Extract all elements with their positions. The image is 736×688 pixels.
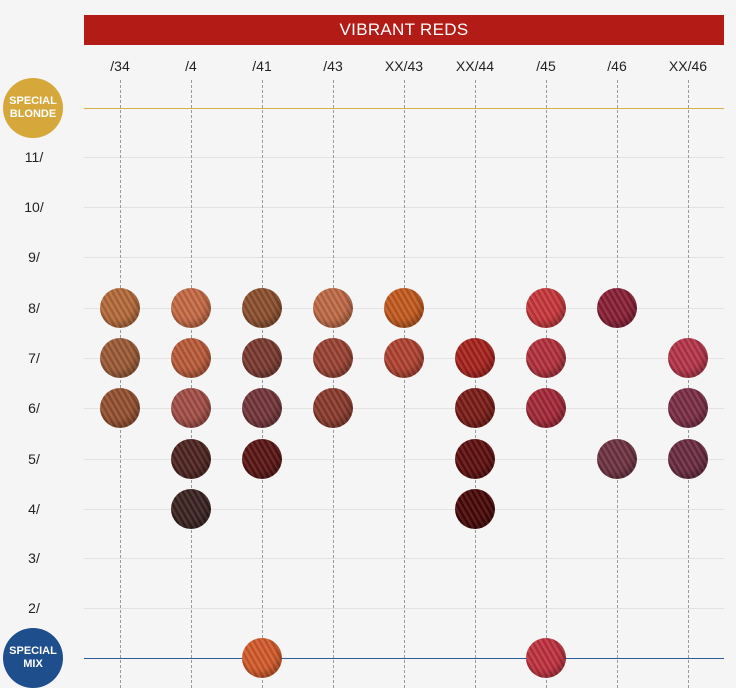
hair-color-swatch[interactable] <box>526 638 566 678</box>
column-gridline <box>333 80 334 688</box>
hair-color-swatch[interactable] <box>242 338 282 378</box>
row-label: 3/ <box>28 550 40 566</box>
hair-color-swatch[interactable] <box>171 288 211 328</box>
column-label: /43 <box>323 58 343 74</box>
row-label: 10/ <box>24 199 44 215</box>
special-blonde-badge-line1: SPECIAL <box>9 95 57 107</box>
hair-color-swatch[interactable] <box>455 489 495 529</box>
hair-color-swatch[interactable] <box>242 388 282 428</box>
column-label: XX/43 <box>384 58 424 74</box>
hair-color-swatch[interactable] <box>668 338 708 378</box>
row-label: 9/ <box>28 249 40 265</box>
column-gridline <box>191 80 192 688</box>
column-label: /46 <box>607 58 627 74</box>
hair-color-swatch[interactable] <box>668 439 708 479</box>
column-gridline <box>617 80 618 688</box>
hair-color-swatch[interactable] <box>242 439 282 479</box>
hair-color-swatch[interactable] <box>526 288 566 328</box>
column-label: /4 <box>185 58 197 74</box>
column-gridline <box>120 80 121 688</box>
row-label: 4/ <box>28 501 40 517</box>
special-blonde-badge: SPECIAL BLONDE <box>3 78 63 138</box>
hair-color-swatch[interactable] <box>597 439 637 479</box>
hair-color-swatch[interactable] <box>384 338 424 378</box>
row-label: 2/ <box>28 600 40 616</box>
section-title: VIBRANT REDS <box>339 20 469 39</box>
special-blonde-badge-line2: BLONDE <box>9 108 57 120</box>
hair-color-swatch[interactable] <box>100 288 140 328</box>
hair-color-swatch[interactable] <box>526 388 566 428</box>
hair-color-swatch[interactable] <box>100 388 140 428</box>
row-label: 5/ <box>28 451 40 467</box>
hair-color-swatch[interactable] <box>455 439 495 479</box>
row-label: 8/ <box>28 300 40 316</box>
special-mix-badge-line2: MIX <box>23 658 43 670</box>
hair-color-swatch[interactable] <box>100 338 140 378</box>
hair-color-swatch[interactable] <box>171 388 211 428</box>
section-title-banner: VIBRANT REDS <box>84 15 724 45</box>
hair-color-swatch[interactable] <box>313 388 353 428</box>
hair-color-swatch[interactable] <box>668 388 708 428</box>
hair-color-swatch[interactable] <box>526 338 566 378</box>
hair-color-swatch[interactable] <box>455 338 495 378</box>
row-label: 7/ <box>28 350 40 366</box>
row-label: 11/ <box>24 149 44 165</box>
hair-color-swatch[interactable] <box>313 288 353 328</box>
hair-color-swatch[interactable] <box>171 338 211 378</box>
column-gridline <box>262 80 263 688</box>
column-label: XX/44 <box>455 58 495 74</box>
column-label: /45 <box>536 58 556 74</box>
column-label: /41 <box>252 58 272 74</box>
hair-color-swatch[interactable] <box>597 288 637 328</box>
hair-color-swatch[interactable] <box>171 439 211 479</box>
special-mix-badge: SPECIAL MIX <box>3 628 63 688</box>
column-gridline <box>688 80 689 688</box>
row-label: 6/ <box>28 400 40 416</box>
hair-color-swatch[interactable] <box>242 288 282 328</box>
column-label: XX/46 <box>668 58 708 74</box>
hair-color-swatch[interactable] <box>384 288 424 328</box>
column-gridline <box>475 80 476 688</box>
column-label: /34 <box>110 58 130 74</box>
hair-color-swatch[interactable] <box>455 388 495 428</box>
hair-color-swatch[interactable] <box>171 489 211 529</box>
special-mix-badge-line1: SPECIAL <box>9 645 57 657</box>
column-gridline <box>404 80 405 688</box>
hair-color-swatch[interactable] <box>242 638 282 678</box>
hair-color-swatch[interactable] <box>313 338 353 378</box>
column-gridline <box>546 80 547 688</box>
